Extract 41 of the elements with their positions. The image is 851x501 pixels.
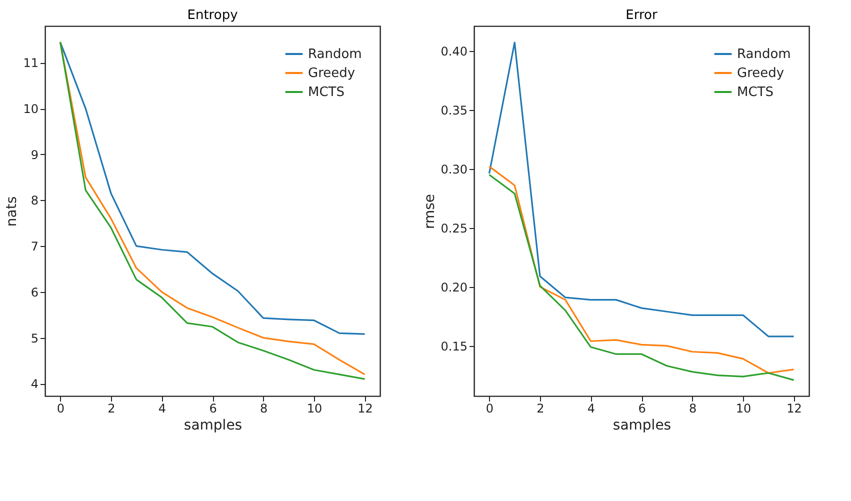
y-axis-title: rmse: [422, 194, 438, 230]
y-tick-label: 0.35: [440, 103, 468, 118]
y-tick-label: 10: [23, 102, 38, 116]
x-tick-label: 6: [638, 402, 646, 416]
x-tick-label: 10: [736, 402, 752, 416]
y-tick-label: 0.40: [440, 44, 468, 58]
legend-label: Greedy: [737, 66, 784, 81]
y-tick-label: 0.20: [440, 280, 468, 294]
x-tick-label: 8: [260, 402, 268, 416]
legend-label: Greedy: [308, 66, 356, 81]
x-tick-label: 12: [358, 402, 373, 416]
y-tick-label: 11: [23, 56, 38, 70]
x-tick-label: 4: [158, 402, 166, 416]
x-tick-label: 4: [587, 402, 596, 416]
x-tick-label: 10: [306, 402, 322, 416]
legend-label: Random: [308, 47, 362, 62]
y-tick-label: 0.25: [440, 221, 468, 236]
legend-label: Random: [737, 47, 791, 62]
line-series: [488, 42, 795, 338]
x-tick-label: 6: [209, 402, 217, 416]
y-tick-label: 0.30: [440, 162, 468, 176]
x-tick-label: 12: [786, 402, 802, 416]
y-tick-label: 7: [30, 240, 38, 254]
y-tick-label: 5: [30, 331, 38, 346]
y-axis-title: nats: [4, 196, 20, 227]
x-tick-label: 8: [688, 402, 697, 416]
x-axis-title: samples: [184, 418, 242, 434]
x-axis-title: samples: [612, 418, 672, 434]
y-tick-label: 6: [30, 285, 38, 300]
x-tick-label: 2: [108, 402, 116, 416]
x-tick-label: 0: [486, 402, 494, 416]
y-tick-label: 4: [30, 377, 38, 392]
x-tick-label: 2: [536, 402, 544, 416]
y-tick-label: 9: [30, 148, 38, 162]
chart-title: Entropy: [187, 8, 238, 23]
x-tick-label: 0: [56, 402, 65, 416]
y-tick-label: 8: [30, 194, 38, 208]
legend-label: MCTS: [308, 85, 344, 100]
chart-title: Error: [626, 8, 658, 23]
y-tick-label: 0.15: [440, 339, 468, 354]
legend-label: MCTS: [737, 85, 774, 100]
